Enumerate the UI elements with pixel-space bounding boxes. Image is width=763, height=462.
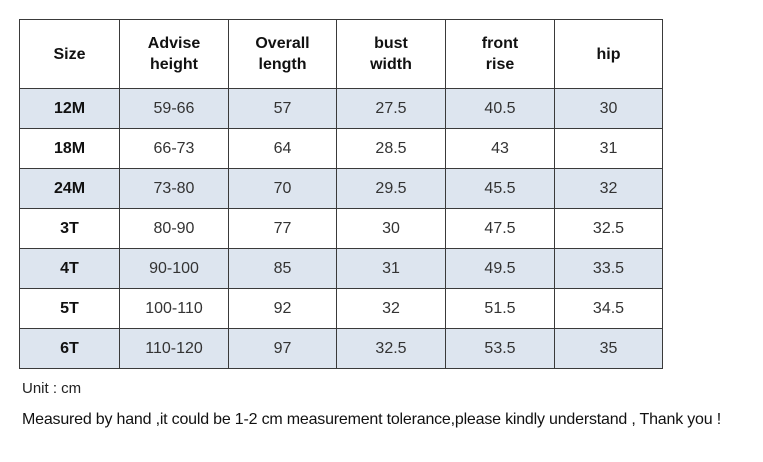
- length-cell: 92: [228, 288, 337, 329]
- size-cell: 12M: [19, 88, 120, 129]
- table-row: 24M 73-80 70 29.5 45.5 32: [19, 168, 663, 209]
- height-cell: 59-66: [119, 88, 229, 129]
- header-overall-length: Overall length: [228, 19, 337, 89]
- rise-cell: 45.5: [445, 168, 555, 209]
- height-cell: 80-90: [119, 208, 229, 249]
- length-cell: 64: [228, 128, 337, 169]
- hip-cell: 31: [554, 128, 663, 169]
- height-cell: 66-73: [119, 128, 229, 169]
- bust-cell: 28.5: [336, 128, 446, 169]
- height-cell: 100-110: [119, 288, 229, 329]
- table-row: 12M 59-66 57 27.5 40.5 30: [19, 88, 663, 129]
- header-size: Size: [19, 19, 120, 89]
- table-row: 5T 100-110 92 32 51.5 34.5: [19, 288, 663, 329]
- hip-cell: 30: [554, 88, 663, 129]
- size-cell: 4T: [19, 248, 120, 289]
- table-row: 3T 80-90 77 30 47.5 32.5: [19, 208, 663, 249]
- size-cell: 3T: [19, 208, 120, 249]
- length-cell: 57: [228, 88, 337, 129]
- measurement-disclaimer: Measured by hand ,it could be 1-2 cm mea…: [22, 411, 721, 428]
- rise-cell: 51.5: [445, 288, 555, 329]
- hip-cell: 34.5: [554, 288, 663, 329]
- height-cell: 90-100: [119, 248, 229, 289]
- header-hip: hip: [554, 19, 663, 89]
- bust-cell: 27.5: [336, 88, 446, 129]
- height-cell: 73-80: [119, 168, 229, 209]
- header-front-rise: front rise: [445, 19, 555, 89]
- size-cell: 5T: [19, 288, 120, 329]
- size-chart-table: Size Advise height Overall length bust widt…: [19, 19, 663, 369]
- bust-cell: 32.5: [336, 328, 446, 369]
- unit-note: Unit : cm: [22, 380, 82, 397]
- rise-cell: 53.5: [445, 328, 555, 369]
- rise-cell: 49.5: [445, 248, 555, 289]
- hip-cell: 32: [554, 168, 663, 209]
- header-bust-width: bust width: [336, 19, 446, 89]
- rise-cell: 47.5: [445, 208, 555, 249]
- bust-cell: 30: [336, 208, 446, 249]
- size-cell: 18M: [19, 128, 120, 169]
- size-cell: 24M: [19, 168, 120, 209]
- rise-cell: 43: [445, 128, 555, 169]
- hip-cell: 35: [554, 328, 663, 369]
- table-row: 18M 66-73 64 28.5 43 31: [19, 128, 663, 169]
- height-cell: 110-120: [119, 328, 229, 369]
- length-cell: 97: [228, 328, 337, 369]
- table-header-row: Size Advise height Overall length bust widt…: [19, 19, 663, 89]
- header-advise-height: Advise height: [119, 19, 229, 89]
- length-cell: 85: [228, 248, 337, 289]
- table-row: 4T 90-100 85 31 49.5 33.5: [19, 248, 663, 289]
- rise-cell: 40.5: [445, 88, 555, 129]
- hip-cell: 33.5: [554, 248, 663, 289]
- length-cell: 77: [228, 208, 337, 249]
- table-row: 6T 110-120 97 32.5 53.5 35: [19, 328, 663, 369]
- bust-cell: 32: [336, 288, 446, 329]
- hip-cell: 32.5: [554, 208, 663, 249]
- size-cell: 6T: [19, 328, 120, 369]
- length-cell: 70: [228, 168, 337, 209]
- bust-cell: 29.5: [336, 168, 446, 209]
- bust-cell: 31: [336, 248, 446, 289]
